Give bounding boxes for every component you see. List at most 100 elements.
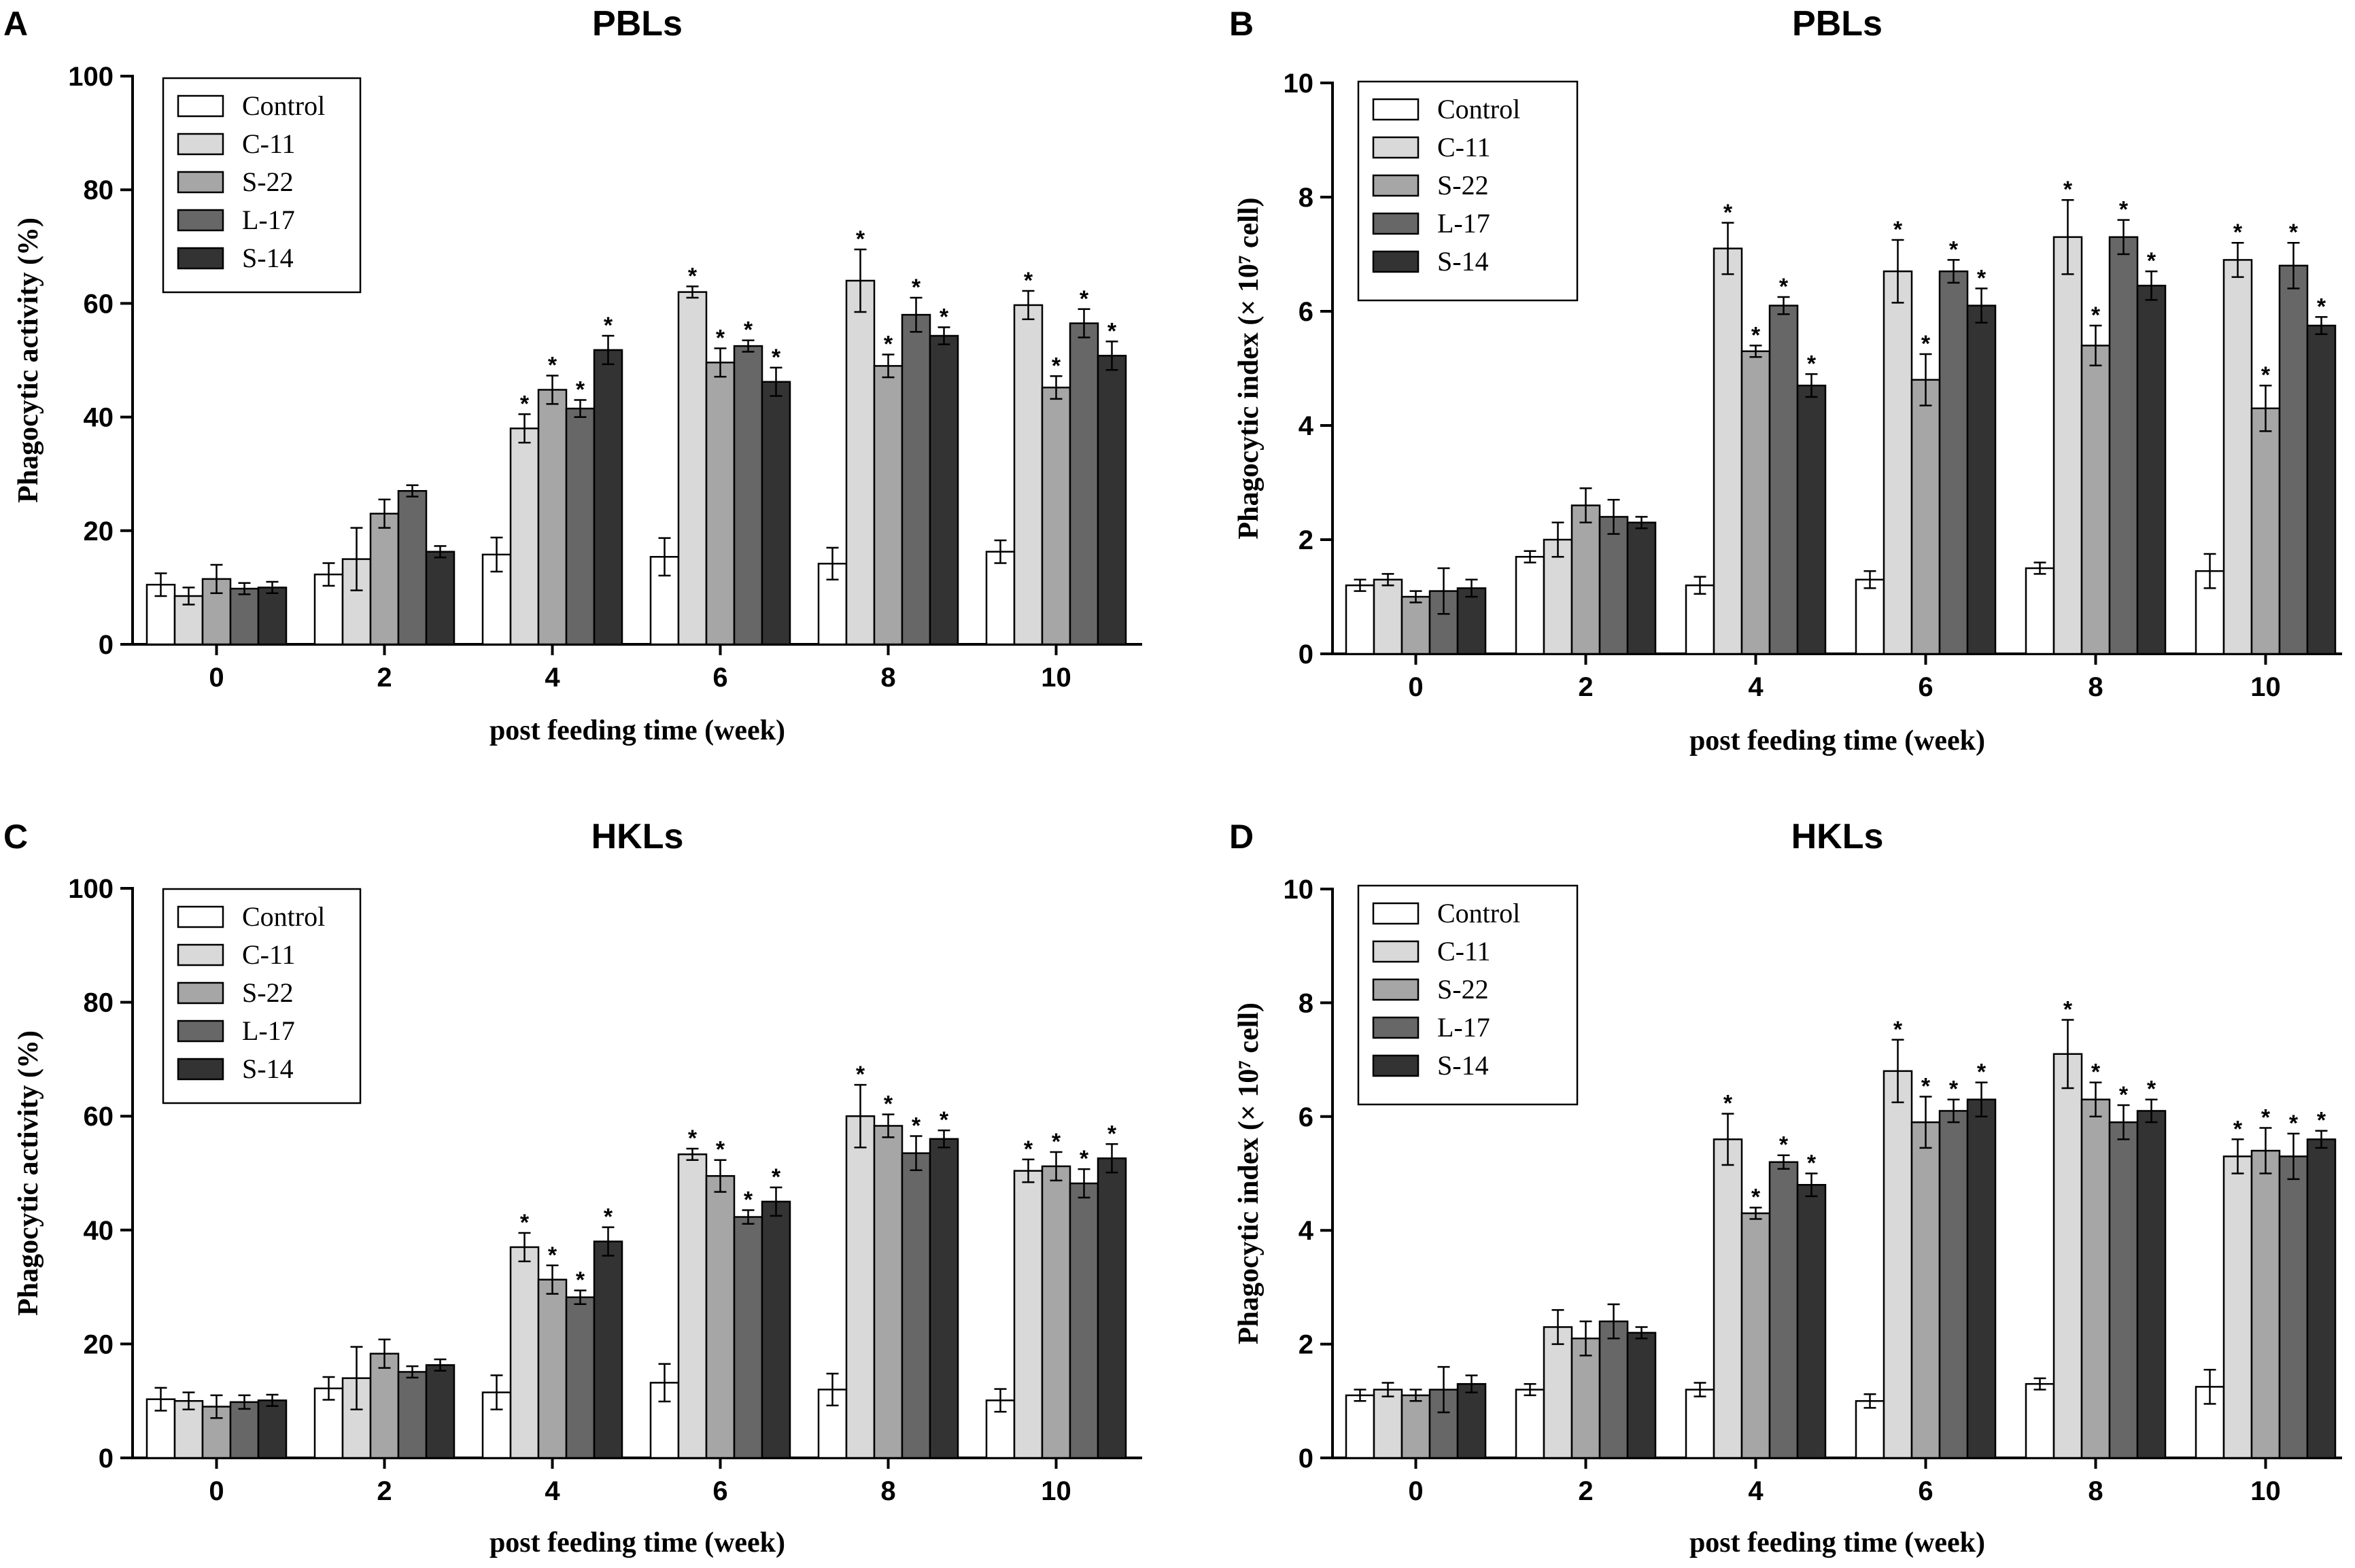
- bar: [593, 1240, 623, 1459]
- panel-letter: D: [1229, 818, 1254, 856]
- significance-marker: *: [2317, 294, 2326, 319]
- y-tick-label: 60: [84, 289, 114, 319]
- bar: [1069, 322, 1099, 646]
- x-tick-label: 2: [377, 663, 392, 693]
- legend-swatch: [1372, 1054, 1420, 1077]
- x-tick-label: 10: [1041, 663, 1071, 693]
- significance-marker: *: [1807, 351, 1817, 377]
- x-tick-label: 2: [377, 1476, 392, 1506]
- bar: [1966, 1098, 1997, 1459]
- legend-label: C-11: [242, 939, 296, 970]
- significance-marker: *: [1807, 1151, 1817, 1177]
- x-tick-label: 2: [1578, 1476, 1593, 1506]
- significance-marker: *: [1723, 200, 1733, 226]
- significance-marker: *: [2289, 220, 2299, 245]
- legend-swatch: [1372, 136, 1420, 159]
- significance-marker: *: [1052, 1129, 1061, 1155]
- legend-swatch: [177, 247, 224, 270]
- bar: [537, 389, 568, 646]
- significance-marker: *: [1751, 322, 1761, 348]
- bar: [1570, 1337, 1601, 1459]
- legend-swatch: [1372, 1016, 1420, 1039]
- legend-label: C-11: [1437, 936, 1491, 966]
- bar: [1543, 1326, 1573, 1459]
- significance-marker: *: [2119, 197, 2129, 223]
- significance-marker: *: [1723, 1091, 1733, 1117]
- significance-marker: *: [2147, 1077, 2156, 1102]
- bar: [761, 381, 791, 646]
- bar: [901, 313, 931, 646]
- panel-b: B PBLs 0 2 4 6 8 10 Phagocytic index (× 10⁷ cell…: [1229, 4, 2342, 756]
- y-tick-label: 10: [1284, 875, 1314, 905]
- bar: [761, 1200, 791, 1459]
- legend-label: C-11: [1437, 132, 1491, 162]
- legend-label: S-14: [242, 1053, 294, 1084]
- bar: [1598, 1320, 1629, 1459]
- panel-letter: B: [1229, 5, 1254, 43]
- bar: [1345, 584, 1375, 655]
- y-tick-label: 100: [68, 874, 114, 904]
- significance-marker: *: [604, 1204, 613, 1230]
- bar: [733, 1216, 763, 1459]
- bar: [2306, 324, 2337, 655]
- bar: [2108, 236, 2139, 655]
- legend-label: S-22: [242, 167, 294, 197]
- bar: [1041, 1165, 1071, 1459]
- legend-swatch: [177, 981, 224, 1005]
- significance-marker: *: [884, 1092, 893, 1117]
- significance-marker: *: [940, 1107, 949, 1133]
- bar: [705, 362, 736, 646]
- significance-marker: *: [1921, 331, 1931, 357]
- bar: [2250, 1149, 2281, 1459]
- legend-swatch: [1372, 212, 1420, 235]
- significance-marker: *: [2091, 302, 2101, 328]
- legend-label: Control: [1437, 94, 1520, 124]
- x-tick-label: 10: [1041, 1476, 1071, 1506]
- significance-marker: *: [2233, 220, 2243, 245]
- significance-marker: *: [716, 325, 725, 351]
- bar: [1041, 386, 1071, 646]
- bar: [1883, 1070, 1913, 1459]
- panel-title: PBLs: [1792, 4, 1883, 43]
- significance-marker: *: [1893, 1017, 1903, 1043]
- bar: [509, 428, 540, 646]
- significance-marker: *: [1024, 1136, 1033, 1162]
- significance-marker: *: [2289, 1111, 2299, 1136]
- bar: [1013, 304, 1044, 646]
- bar: [229, 587, 260, 646]
- y-tick-label: 8: [1299, 988, 1313, 1018]
- y-tick-label: 6: [1299, 1102, 1313, 1132]
- bar: [257, 587, 288, 646]
- x-tick-label: 0: [209, 1476, 224, 1506]
- bar: [1910, 379, 1941, 655]
- bar: [705, 1174, 736, 1459]
- bar: [1796, 1183, 1827, 1459]
- significance-marker: *: [576, 377, 585, 403]
- bar: [1740, 350, 1771, 655]
- x-tick-label: 0: [1408, 672, 1423, 702]
- bar: [2108, 1121, 2139, 1459]
- x-tick-label: 4: [545, 1476, 560, 1506]
- significance-marker: *: [2091, 1060, 2101, 1085]
- panel-letter: A: [3, 5, 28, 43]
- bar: [2278, 264, 2309, 655]
- legend-swatch: [177, 905, 224, 928]
- significance-marker: *: [772, 345, 781, 370]
- bar: [1543, 538, 1573, 655]
- bar: [929, 1138, 959, 1459]
- y-tick-label: 100: [68, 62, 114, 92]
- bar: [397, 490, 428, 646]
- legend-label: L-17: [1437, 208, 1490, 239]
- legend-label: Control: [1437, 898, 1520, 928]
- bar: [1768, 1161, 1799, 1459]
- bar: [2222, 259, 2253, 655]
- bar: [369, 1353, 400, 1459]
- significance-marker: *: [2147, 248, 2156, 274]
- significance-marker: *: [1107, 1121, 1117, 1147]
- legend-label: S-14: [242, 243, 294, 273]
- bar: [2278, 1155, 2309, 1459]
- bar: [2136, 1110, 2167, 1459]
- x-axis-label: post feeding time (week): [1689, 1527, 1985, 1558]
- bar: [677, 291, 708, 646]
